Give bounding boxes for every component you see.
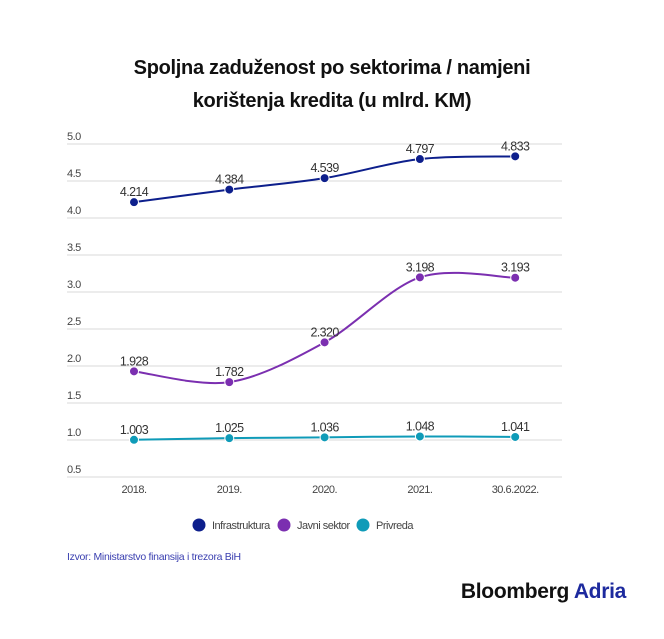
source-note: Izvor: Ministarstvo finansija i trezora …: [67, 551, 241, 563]
y-tick-label: 3.0: [67, 279, 81, 291]
data-label: 1.025: [215, 421, 244, 435]
x-tick-label: 2018.: [121, 484, 146, 496]
data-label: 4.214: [120, 185, 149, 199]
data-point: [224, 184, 235, 195]
data-point: [510, 272, 521, 283]
data-label: 1.782: [215, 365, 244, 379]
data-point: [129, 434, 139, 445]
logo-part2: Adria: [573, 580, 626, 603]
data-label: 1.003: [120, 423, 149, 437]
y-tick-label: 2.5: [67, 316, 81, 328]
title-line-2: korištenja kredita (u mlrd. KM): [192, 90, 472, 112]
title-line-1: Spoljna zaduženost po sektorima / namjen…: [133, 57, 531, 79]
y-tick-label: 3.5: [67, 242, 81, 254]
x-tick-label: 2019.: [217, 484, 242, 496]
x-tick-label: 2021.: [407, 484, 432, 496]
legend-marker: [356, 518, 370, 532]
data-point: [510, 151, 521, 162]
y-tick-label: 1.0: [67, 427, 81, 439]
data-label: 1.041: [501, 420, 530, 434]
y-tick-label: 4.0: [67, 205, 81, 217]
data-point: [319, 432, 330, 443]
data-label: 3.193: [501, 261, 530, 275]
data-label: 1.928: [120, 354, 149, 368]
legend-label: Infrastruktura: [212, 520, 271, 532]
data-label: 4.539: [310, 161, 339, 175]
data-label: 1.036: [310, 420, 339, 434]
data-point: [414, 154, 425, 165]
legend-label: Javni sektor: [297, 520, 351, 532]
data-point: [224, 377, 235, 388]
x-tick-label: 30.6.2022.: [492, 484, 539, 496]
data-point: [319, 337, 330, 348]
data-point: [319, 173, 330, 184]
chart-title: Spoljna zaduženost po sektorima / namjen…: [0, 52, 664, 118]
y-tick-label: 5.0: [67, 131, 81, 143]
bloomberg-adria-logo: Bloomberg Adria: [461, 580, 626, 604]
logo-part1: Bloomberg: [460, 580, 570, 603]
legend-label: Privreda: [376, 520, 414, 532]
y-tick-label: 4.5: [67, 168, 81, 180]
y-tick-label: 1.5: [67, 390, 81, 402]
legend-marker: [277, 518, 291, 532]
x-tick-label: 2020.: [312, 484, 337, 496]
data-label: 2.320: [310, 325, 339, 339]
data-label: 4.797: [406, 142, 435, 156]
data-point: [510, 431, 521, 442]
data-point: [129, 197, 139, 208]
legend-marker: [192, 518, 206, 532]
y-tick-label: 2.0: [67, 353, 81, 365]
data-point: [224, 433, 235, 444]
y-tick-label: 0.5: [67, 464, 81, 476]
data-label: 4.833: [501, 139, 530, 153]
data-label: 1.048: [406, 419, 435, 433]
data-label: 3.198: [406, 260, 435, 274]
data-label: 4.384: [215, 173, 244, 187]
data-point: [129, 366, 139, 377]
data-point: [414, 431, 425, 442]
data-point: [414, 272, 425, 283]
